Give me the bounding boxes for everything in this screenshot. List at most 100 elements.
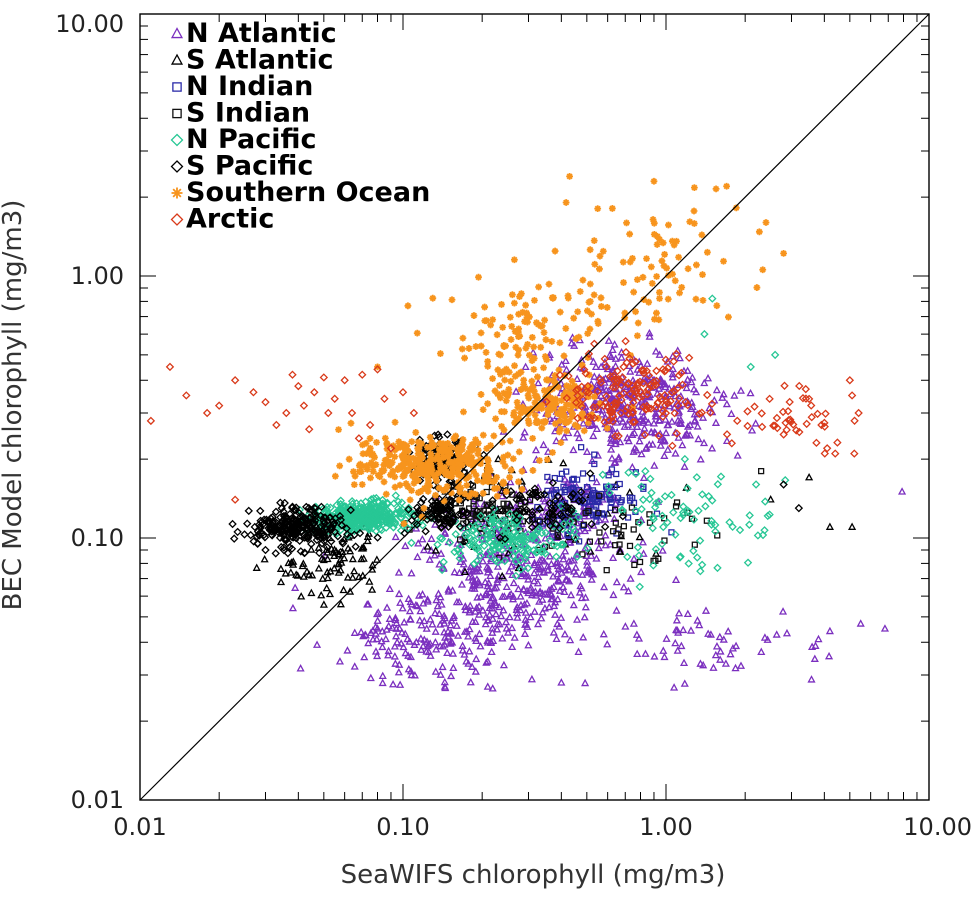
data-point: [630, 417, 639, 427]
data-point: [614, 453, 623, 461]
data-point: [623, 552, 632, 562]
data-point: [544, 376, 552, 384]
data-point: [423, 595, 432, 603]
data-point: [342, 514, 352, 523]
data-point: [359, 450, 367, 458]
data-point: [405, 606, 414, 615]
data-point: [540, 490, 549, 499]
data-point: [779, 430, 788, 439]
data-point: [490, 544, 500, 554]
data-point: [628, 407, 638, 416]
data-point: [643, 359, 652, 367]
data-point: [472, 654, 481, 663]
data-point: [473, 593, 482, 601]
data-point: [487, 515, 497, 524]
data-point: [480, 541, 489, 551]
data-point: [470, 312, 478, 319]
data-point: [575, 433, 584, 442]
data-point: [373, 624, 382, 632]
data-point: [521, 384, 529, 392]
data-point: [545, 521, 555, 530]
data-point: [614, 374, 623, 384]
data-point: [520, 497, 530, 507]
data-point: [493, 484, 501, 492]
data-point: [631, 506, 641, 515]
data-point: [350, 566, 359, 575]
data-point: [358, 508, 368, 517]
data-point: [386, 520, 395, 529]
data-point: [696, 566, 705, 576]
data-point: [373, 365, 382, 374]
data-point: [421, 484, 428, 492]
data-point: [229, 534, 239, 543]
data-point: [398, 388, 408, 397]
data-point: [392, 509, 402, 518]
data-point: [527, 522, 537, 532]
data-point: [645, 494, 654, 504]
data-point: [461, 530, 470, 540]
data-point: [230, 495, 240, 504]
data-point: [680, 462, 689, 470]
data-point: [611, 484, 618, 491]
data-point: [294, 381, 303, 391]
data-point: [549, 294, 557, 302]
data-point: [617, 353, 626, 361]
data-point: [573, 385, 583, 394]
data-point: [683, 400, 692, 410]
data-point: [692, 295, 700, 303]
data-point: [470, 498, 477, 505]
data-point: [466, 601, 475, 609]
data-point: [398, 452, 406, 460]
data-point: [594, 205, 602, 213]
data-point: [360, 652, 369, 661]
data-point: [314, 564, 323, 572]
data-point: [389, 679, 398, 688]
data-point: [551, 519, 561, 529]
data-point: [588, 411, 596, 419]
data-point: [295, 536, 304, 546]
data-point: [551, 247, 559, 255]
data-point: [603, 509, 612, 517]
data-point: [530, 576, 539, 585]
data-point: [515, 478, 522, 486]
data-point: [522, 301, 530, 309]
data-point: [384, 646, 393, 655]
data-point: [489, 500, 496, 507]
data-point: [478, 556, 487, 565]
data-point: [497, 370, 504, 378]
data-point: [345, 455, 353, 463]
data-point: [604, 336, 613, 344]
data-point: [619, 258, 627, 266]
data-point: [473, 563, 482, 572]
data-point: [554, 564, 563, 573]
data-point: [300, 548, 309, 558]
data-point: [710, 520, 720, 530]
data-point: [392, 631, 401, 640]
data-point: [492, 415, 499, 423]
data-point: [591, 451, 598, 458]
data-point: [540, 497, 549, 505]
data-point: [288, 502, 297, 511]
data-point: [511, 372, 519, 380]
data-point: [731, 663, 740, 672]
data-point: [440, 497, 448, 505]
data-point: [523, 309, 531, 317]
data-point: [575, 588, 584, 596]
data-point: [649, 561, 658, 570]
data-point: [271, 507, 281, 517]
data-point: [511, 362, 518, 370]
data-point: [581, 369, 590, 378]
data-point: [508, 291, 516, 299]
data-point: [433, 430, 443, 439]
data-point: [520, 427, 529, 436]
data-point: [566, 590, 576, 599]
data-point: [780, 249, 788, 257]
data-point: [562, 199, 570, 206]
data-point: [522, 556, 532, 564]
data-point: [650, 177, 658, 185]
data-point: [579, 470, 587, 477]
data-point: [586, 297, 594, 305]
data-point: [394, 667, 403, 676]
data-point: [634, 332, 641, 340]
data-point: [623, 403, 632, 412]
